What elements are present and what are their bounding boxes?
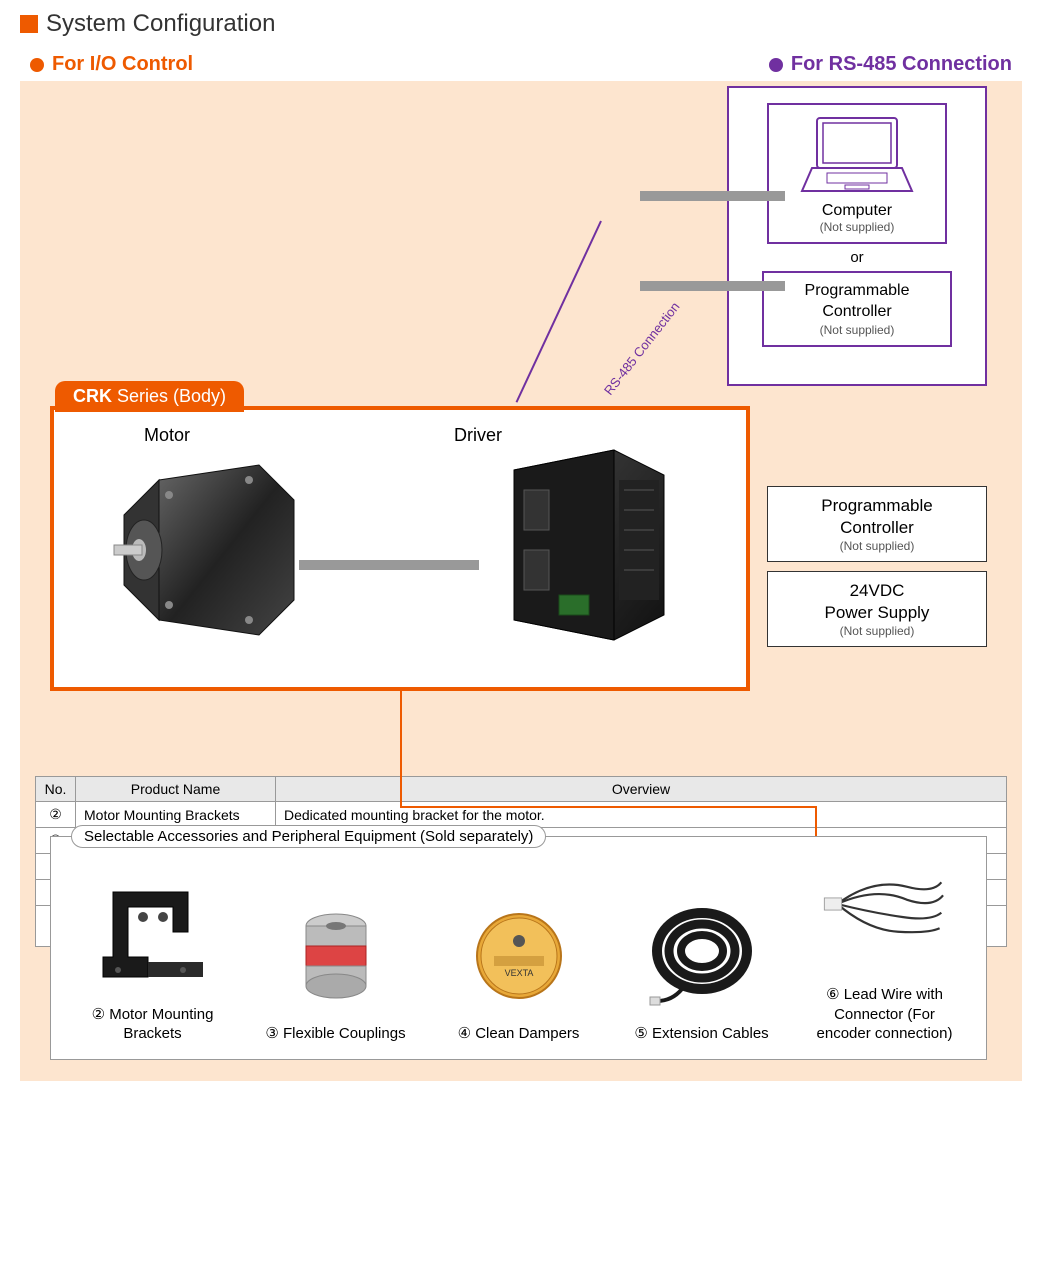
page-title-row: System Configuration — [20, 10, 1022, 38]
acc-label-extcable: ⑤ Extension Cables — [614, 1024, 789, 1044]
acc-item-bracket: ② Motor Mounting Brackets — [65, 877, 240, 1044]
ext2-note: (Not supplied) — [776, 624, 978, 638]
page-title: System Configuration — [46, 10, 275, 38]
orange-connector-v2 — [815, 806, 817, 836]
ext1-label: Programmable Controller — [776, 495, 978, 539]
laptop-icon — [797, 113, 917, 198]
programmable-controller-box: Programmable Controller (Not supplied) — [762, 271, 952, 347]
cable-to-power-supply — [640, 281, 785, 291]
accessories-title: Selectable Accessories and Peripheral Eq… — [71, 825, 546, 848]
crk-rest: Series (Body) — [112, 386, 226, 406]
subtitle-row: For I/O Control For RS-485 Connection — [20, 53, 1022, 76]
acc-item-leadwire: ⑥ Lead Wire with Connector (For encoder … — [797, 857, 972, 1044]
ext1-note: (Not supplied) — [776, 539, 978, 553]
pc-note: (Not supplied) — [772, 323, 942, 337]
lead-wire-icon — [820, 857, 950, 977]
bullet-orange-icon — [30, 58, 44, 72]
bracket-icon — [88, 877, 218, 997]
computer-label: Computer — [777, 202, 937, 220]
damper-icon: VEXTA — [454, 896, 584, 1016]
crk-bold: CRK — [73, 386, 112, 406]
cable-to-prog-controller — [640, 191, 785, 201]
acc-label-leadwire: ⑥ Lead Wire with Connector (For encoder … — [797, 985, 972, 1044]
crk-series-tab: CRK Series (Body) — [55, 381, 244, 412]
subtitle-left-text: For I/O Control — [52, 53, 193, 76]
th-overview: Overview — [276, 777, 1007, 802]
orange-connector-h — [400, 806, 815, 808]
driver-icon — [474, 440, 674, 650]
pc-label: Programmable Controller — [772, 281, 942, 323]
acc-label-bracket: ② Motor Mounting Brackets — [65, 1005, 240, 1044]
external-prog-controller: Programmable Controller (Not supplied) — [767, 486, 987, 562]
motor-icon — [109, 455, 299, 645]
acc-item-coupling: ③ Flexible Couplings — [248, 896, 423, 1044]
or-text: or — [739, 249, 975, 266]
coupling-icon — [271, 896, 401, 1016]
th-no: No. — [36, 777, 76, 802]
ext2-label: 24VDC Power Supply — [776, 580, 978, 624]
computer-note: (Not supplied) — [777, 220, 937, 234]
rs485-connection-line — [516, 221, 602, 403]
subtitle-right: For RS-485 Connection — [769, 53, 1012, 76]
acc-item-damper: VEXTA ④ Clean Dampers — [431, 896, 606, 1044]
orange-connector-v1 — [400, 691, 402, 806]
subtitle-right-text: For RS-485 Connection — [791, 53, 1012, 76]
th-name: Product Name — [76, 777, 276, 802]
acc-item-extcable: ⑤ Extension Cables — [614, 896, 789, 1044]
motor-label: Motor — [144, 425, 190, 446]
extension-cable-icon — [637, 896, 767, 1016]
table-header-row: No. Product Name Overview — [36, 777, 1007, 802]
crk-series-box: Motor Driver — [50, 406, 750, 691]
external-power-supply: 24VDC Power Supply (Not supplied) — [767, 571, 987, 647]
diagram-canvas: Computer (Not supplied) or Programmable … — [20, 81, 1022, 1081]
bullet-purple-icon — [769, 58, 783, 72]
subtitle-left: For I/O Control — [30, 53, 193, 76]
rs485-connection-label: RS-485 Connection — [601, 299, 683, 398]
computer-box: Computer (Not supplied) — [767, 103, 947, 244]
title-square-icon — [20, 15, 38, 33]
acc-label-coupling: ③ Flexible Couplings — [248, 1024, 423, 1044]
accessories-panel: Selectable Accessories and Peripheral Eq… — [50, 836, 987, 1060]
svg-text:VEXTA: VEXTA — [504, 968, 533, 978]
accessories-row: ② Motor Mounting Brackets ③ Flexi — [61, 857, 976, 1044]
rs485-panel: Computer (Not supplied) or Programmable … — [727, 86, 987, 386]
cable-motor-driver — [299, 560, 479, 570]
acc-label-damper: ④ Clean Dampers — [431, 1024, 606, 1044]
